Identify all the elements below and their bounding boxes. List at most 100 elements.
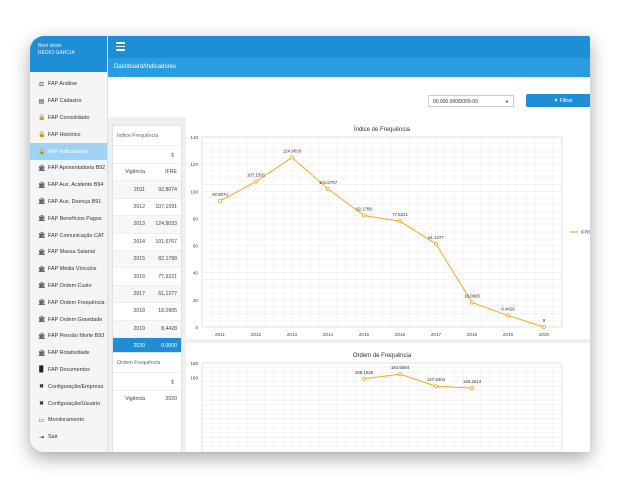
ifre-cell: 0,0000: [161, 343, 177, 350]
x-tick-label: 2015: [359, 332, 370, 337]
data-label: 107.1591: [247, 173, 266, 178]
sidebar-item-label: Sair: [48, 434, 58, 441]
table-row[interactable]: 2017 61,1277: [113, 284, 181, 303]
table-row[interactable]: 2014 101,6767: [113, 232, 181, 250]
sidebar-item[interactable]: 🏛 FAP Rotatividade: [30, 345, 107, 362]
ifre-cell: 107,1591: [155, 203, 177, 210]
y-tick-label: 40: [193, 271, 199, 276]
table-row[interactable]: 2015 82,1788: [113, 249, 181, 268]
ordem-frequencia-table: Ordem Frequência ⇕ Vigência 2020: [112, 352, 182, 452]
breadcrumb: Dashboard/Indicadores: [108, 58, 590, 77]
ifre-cell: 92,8074: [158, 186, 177, 193]
bank-icon: 🏛: [38, 317, 46, 324]
vigencia-cell: 2014: [133, 238, 145, 245]
bank-icon: 🏛: [38, 249, 46, 256]
lock-icon: 🔒: [38, 115, 46, 122]
table-row[interactable]: 2012 107,1591: [113, 197, 181, 215]
sidebar-item[interactable]: 🏛 FAP Comunicação CAT: [30, 227, 107, 244]
table-row[interactable]: 2018 18,0905: [113, 302, 181, 319]
filter-button[interactable]: ▼ Filtrar: [526, 94, 590, 107]
bank-icon: 🏛: [38, 266, 46, 273]
sidebar-item[interactable]: 🏛 FAP Ordem Custo: [30, 278, 107, 295]
bank-icon: 🏛: [38, 165, 46, 172]
table-header: Vigência IFRE: [113, 163, 181, 180]
ifre-cell: 8,4428: [161, 325, 177, 332]
lock-icon: 🔒: [38, 149, 46, 156]
sidebar-item-label: Monitoramento: [48, 417, 84, 424]
bank-icon: 🏛: [38, 199, 46, 206]
sidebar-item[interactable]: ✖ Configuração/Empresa: [30, 378, 107, 395]
hamburger-menu-icon[interactable]: [116, 42, 125, 51]
series-line: [219, 156, 545, 328]
sidebar-item[interactable]: 🏛 FAP Ordem Frequência: [30, 294, 107, 311]
sidebar-item[interactable]: 🔒 FAP Histórico: [30, 126, 107, 143]
ordem-frequencia-chart: Ordem de Frequência 180 160 158.1526 164.508…: [186, 343, 590, 452]
data-point: [397, 372, 402, 377]
sidebar-item[interactable]: 🏛 FAP Média Vínculos: [30, 261, 107, 278]
table-row[interactable]: 2019 8,4428: [113, 319, 181, 337]
data-label: 101.6767: [319, 180, 338, 185]
x-tick-label: 2013: [287, 332, 298, 337]
cnpj-select[interactable]: 00.000.000/0000-00 ▼: [428, 95, 514, 107]
sidebar-item[interactable]: ⚖ FAP Análise: [30, 76, 107, 93]
sidebar-item-label: FAP Documentos: [48, 366, 90, 373]
ifre-cell: 77,9221: [158, 273, 177, 280]
sidebar-item[interactable]: 🏛 FAP Aux. Doença B91: [30, 194, 107, 211]
bank-icon: 🏛: [38, 283, 46, 290]
vigencia-cell: 2013: [133, 221, 145, 228]
table-row[interactable]: 2020 0,0000: [113, 336, 181, 355]
sidebar-item[interactable]: ▉ FAP Documentos: [30, 362, 107, 379]
ifre-cell: 124,9033: [155, 221, 177, 228]
series-line: [363, 373, 473, 389]
data-label: 92.8074: [212, 192, 228, 197]
sidebar-item[interactable]: ✖ Configuração/Usuário: [30, 395, 107, 412]
sidebar-item[interactable]: 🏛 FAP Aux. Acidente B94: [30, 177, 107, 194]
x-tick-label: 2016: [395, 332, 406, 337]
column-header-value: 2020: [165, 396, 177, 403]
sidebar-item[interactable]: 🏛 FAP Benefícios Pagos: [30, 210, 107, 227]
legend-label: IFRE: [581, 230, 590, 235]
y-tick-label: 160: [190, 375, 198, 380]
column-header-ifre: IFRE: [165, 169, 177, 176]
data-label: 82.1788: [356, 206, 372, 211]
vigencia-cell: 2015: [133, 256, 145, 263]
user-name: REGIO GARCIA: [38, 50, 75, 56]
vigencia-cell: 2011: [133, 186, 145, 193]
line-chart: Ordem de Frequência 180 160 158.1526 164.508…: [190, 353, 563, 452]
sidebar-item[interactable]: 🏛 FAP Ordem Gravidade: [30, 311, 107, 328]
sidebar-item[interactable]: ▭ Monitoramento: [30, 412, 107, 429]
sidebar-item-label: FAP Análise: [48, 81, 77, 88]
y-tick-label: 60: [193, 244, 199, 249]
ifre-cell: 101,6767: [155, 238, 177, 245]
sidebar-item-label: FAP Indicadores: [48, 148, 88, 155]
top-bar: [108, 36, 590, 58]
y-tick-label: 120: [190, 162, 198, 167]
table-body: 2011 92,8074 2012 107,1591 2013 124,9033 2014 1…: [113, 180, 181, 355]
bank-icon: 🏛: [38, 233, 46, 240]
sidebar: Bem vindo REGIO GARCIA ⚖ FAP Análise ▤ FAP …: [30, 36, 108, 452]
sidebar-item[interactable]: 🔒 FAP Consolidado: [30, 110, 107, 127]
filter-button-label: Filtrar: [559, 97, 573, 104]
data-point: [218, 199, 223, 204]
list-icon: ▤: [38, 98, 45, 105]
sidebar-item-label: FAP Benefícios Pagos: [48, 215, 102, 222]
sidebar-item[interactable]: 🏛 FAP Aposentadoria B92: [30, 160, 107, 177]
table-row[interactable]: 2011 92,8074: [113, 180, 181, 198]
sidebar-item-label: Configuração/Usuário: [48, 400, 101, 407]
vigencia-cell: 2016: [133, 273, 145, 280]
sidebar-item[interactable]: ▤ FAP Cadastro: [30, 93, 107, 110]
x-tick-label: 2014: [323, 332, 334, 337]
sidebar-item[interactable]: 🏛 FAP Massa Salarial: [30, 244, 107, 261]
sidebar-item[interactable]: ⇥ Sair: [30, 429, 107, 446]
column-header-vigencia: Vigência: [125, 396, 145, 403]
table-row[interactable]: 2013 124,9033: [113, 215, 181, 233]
sort-toggle[interactable]: ⇕: [113, 372, 181, 390]
data-point: [433, 384, 438, 389]
sort-toggle[interactable]: ⇕: [113, 145, 181, 163]
table-title: Índice Frequência: [117, 133, 159, 139]
sidebar-item[interactable]: 🏛 FAP Pensão Morte B93: [30, 328, 107, 345]
sidebar-item[interactable]: 🔒 FAP Indicadores: [30, 143, 107, 160]
sidebar-item-label: FAP Ordem Frequência: [48, 299, 105, 306]
ifre-cell: 61,1277: [158, 290, 177, 297]
table-row[interactable]: 2016 77,9221: [113, 267, 181, 284]
